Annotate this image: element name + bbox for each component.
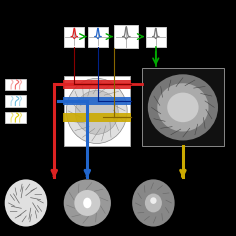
- Ellipse shape: [64, 179, 111, 227]
- Bar: [64, 27, 84, 47]
- Ellipse shape: [66, 78, 127, 143]
- Ellipse shape: [75, 90, 118, 134]
- Bar: [88, 27, 108, 47]
- Bar: [114, 25, 138, 48]
- Ellipse shape: [150, 197, 157, 204]
- Ellipse shape: [148, 74, 218, 140]
- Ellipse shape: [157, 83, 208, 131]
- Ellipse shape: [132, 179, 175, 227]
- Bar: [146, 27, 166, 47]
- Bar: [63, 80, 131, 88]
- Bar: [5, 112, 26, 123]
- Ellipse shape: [5, 179, 47, 227]
- Ellipse shape: [167, 93, 198, 122]
- Bar: [63, 97, 131, 105]
- Ellipse shape: [145, 194, 162, 212]
- Bar: [63, 113, 131, 122]
- Ellipse shape: [74, 190, 100, 216]
- Bar: [5, 79, 26, 90]
- Bar: [64, 76, 130, 146]
- Bar: [142, 68, 224, 146]
- Ellipse shape: [83, 198, 91, 208]
- Bar: [5, 95, 26, 107]
